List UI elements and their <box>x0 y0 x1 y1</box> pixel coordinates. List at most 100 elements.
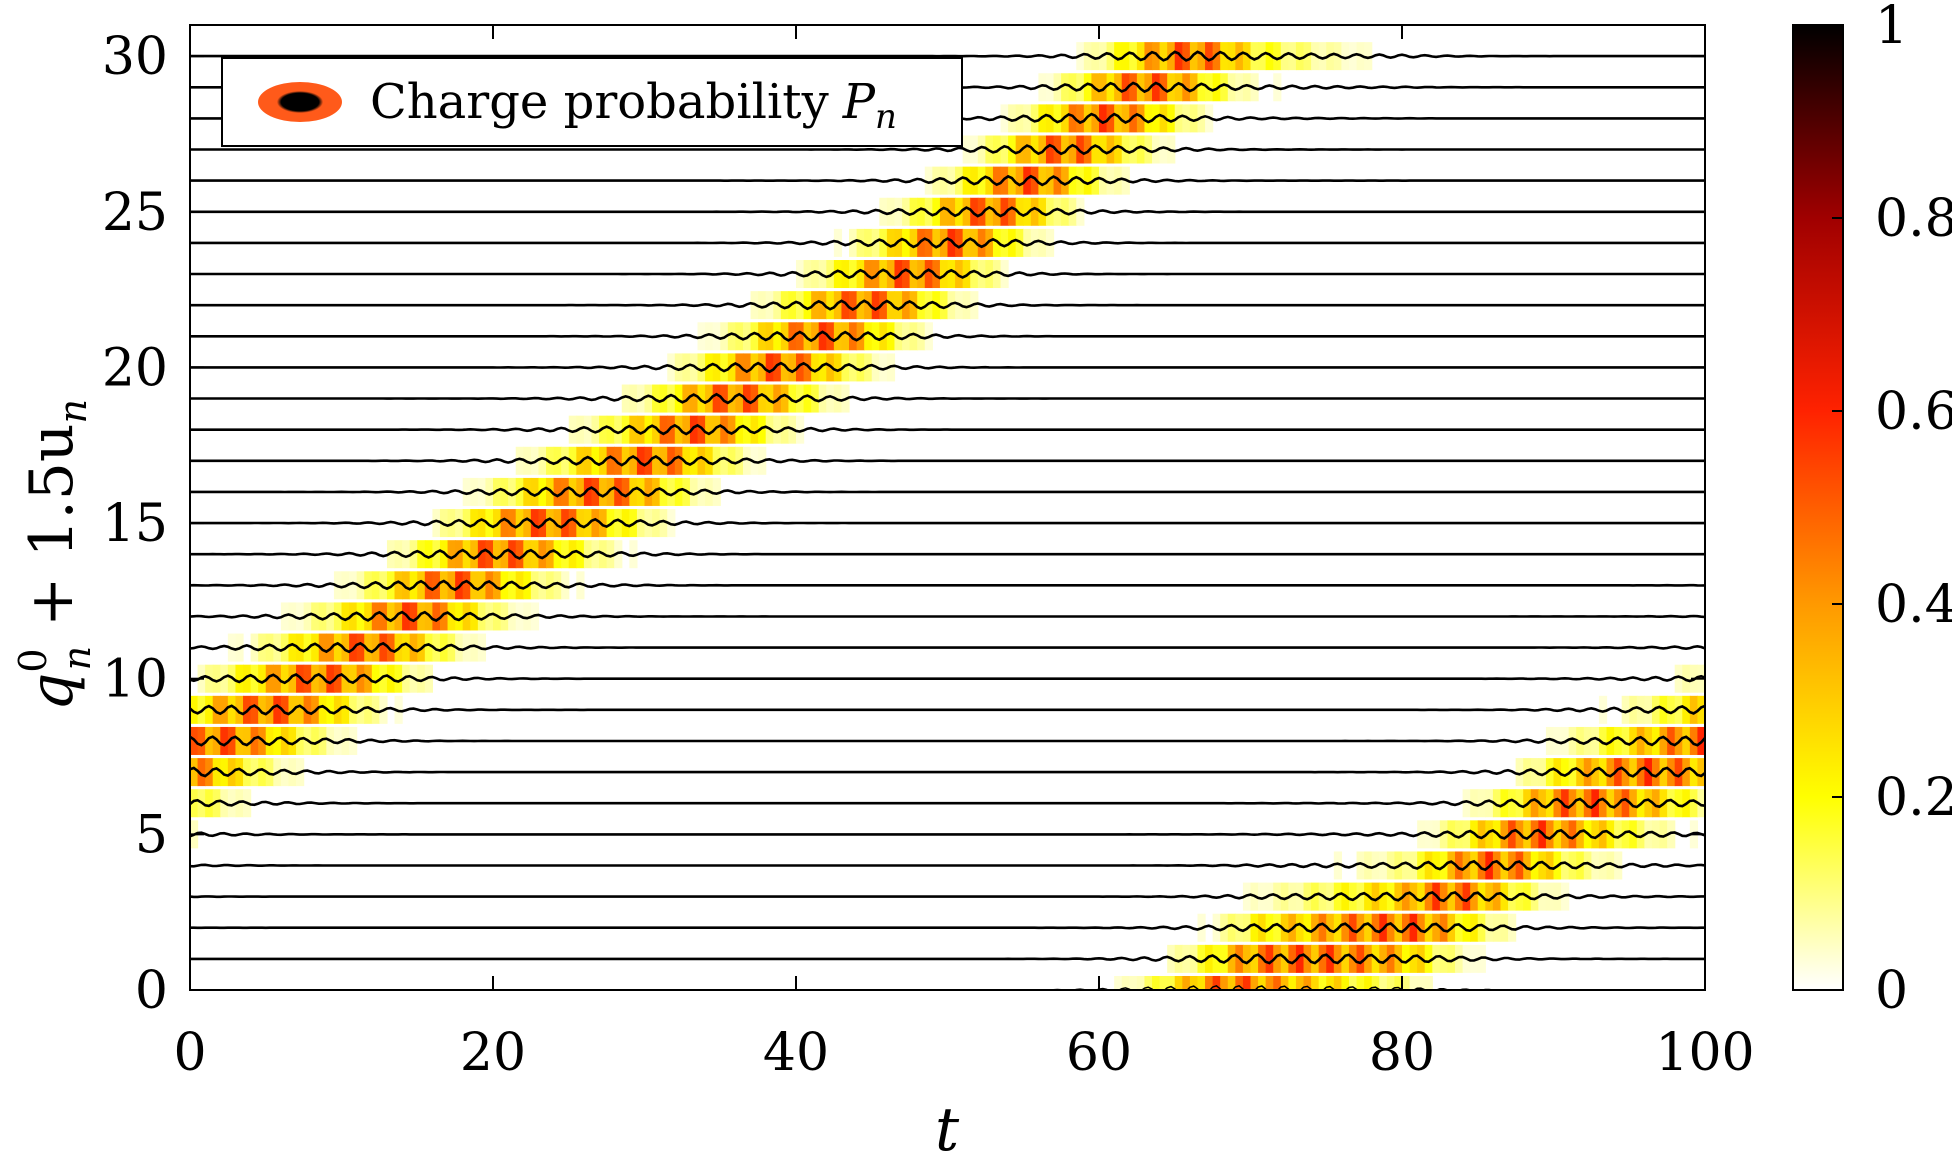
heat-cell <box>1591 820 1600 849</box>
heat-cell <box>1303 975 1312 990</box>
heat-cell <box>636 446 646 475</box>
heat-cell <box>758 291 767 320</box>
heat-cell <box>1008 166 1017 195</box>
heat-cell <box>250 695 259 724</box>
heat-cell <box>1326 882 1335 911</box>
heat-cell <box>1614 851 1623 880</box>
colorbar-tick-label: 1 <box>1875 0 1908 56</box>
heat-cell <box>1667 820 1676 849</box>
heat-cell <box>742 446 752 475</box>
heat-cell <box>1227 944 1236 973</box>
heat-cell <box>780 291 790 320</box>
heat-cell <box>356 571 365 600</box>
heat-cell <box>1152 975 1161 990</box>
heat-cell <box>1053 135 1062 164</box>
heat-cell <box>591 509 600 538</box>
heat-cell <box>705 353 714 382</box>
heat-cell <box>1144 975 1153 990</box>
heat-cell <box>1159 135 1168 164</box>
heat-cell <box>515 477 524 506</box>
heat-cell <box>1273 913 1282 942</box>
heat-cell <box>705 322 714 351</box>
heat-cell <box>1341 975 1350 990</box>
heat-cell <box>583 477 593 506</box>
heat-cell <box>568 509 577 538</box>
heat-cell <box>773 415 782 444</box>
heat-cell <box>1614 820 1623 849</box>
colorbar-tick-label: 0.8 <box>1875 189 1952 249</box>
heat-cell <box>1545 820 1555 849</box>
heat-cell <box>1561 789 1570 818</box>
heat-cell <box>1136 42 1146 71</box>
heat-cell <box>1061 73 1070 102</box>
heat-cell <box>1129 73 1138 102</box>
heat-cell <box>485 509 494 538</box>
x-tick-label: 40 <box>763 1023 829 1083</box>
heat-cell <box>500 509 509 538</box>
heat-cell <box>1674 664 1683 693</box>
heat-cell <box>1099 104 1108 133</box>
heat-cell <box>1348 975 1358 990</box>
heat-cell <box>1197 73 1206 102</box>
heat-cell <box>629 477 638 506</box>
heat-cell <box>811 384 820 413</box>
heat-cell <box>1674 789 1683 818</box>
heat-cell <box>1394 913 1403 942</box>
lattice-line <box>190 922 1705 934</box>
heat-cell <box>1591 726 1600 755</box>
heat-cell <box>1659 758 1668 787</box>
heat-cell <box>1644 789 1653 818</box>
heat-cell <box>538 446 547 475</box>
heat-cell <box>273 726 282 755</box>
heat-cell <box>1008 228 1017 257</box>
heat-cell <box>886 260 896 289</box>
heat-cell <box>576 477 585 506</box>
heat-cell <box>712 384 721 413</box>
heat-cell <box>1144 104 1153 133</box>
heat-cell <box>409 540 418 569</box>
heat-cell <box>1250 975 1259 990</box>
plot-frame <box>189 24 1706 991</box>
heat-cell <box>1439 882 1449 911</box>
heat-cell <box>318 726 327 755</box>
y-tick-label: 25 <box>102 183 168 243</box>
heat-cell <box>796 322 805 351</box>
heat-cell <box>243 726 252 755</box>
heat-cell <box>333 664 343 693</box>
heat-cell <box>432 509 441 538</box>
heat-cell <box>674 384 683 413</box>
heat-cell <box>652 477 661 506</box>
heat-cell <box>841 322 850 351</box>
heat-cell <box>424 633 433 662</box>
heat-cell <box>1295 944 1305 973</box>
heat-cell <box>970 197 979 226</box>
heat-cell <box>1167 104 1176 133</box>
heat-cell <box>455 602 464 631</box>
heat-cell <box>599 509 608 538</box>
heat-cell <box>697 477 706 506</box>
lattice-line <box>190 766 1705 778</box>
heat-cell <box>1606 789 1615 818</box>
heat-cell <box>1697 758 1705 787</box>
heat-cell <box>1492 882 1502 911</box>
heat-cell <box>349 602 358 631</box>
heat-cell <box>758 322 767 351</box>
heat-cell <box>886 322 896 351</box>
heat-cell <box>243 664 252 693</box>
heat-cell <box>697 446 706 475</box>
heat-cell <box>1273 944 1282 973</box>
heat-cell <box>1318 944 1327 973</box>
heat-cell <box>1530 820 1539 849</box>
lattice-line <box>190 704 1705 716</box>
heat-cell <box>333 726 343 755</box>
heat-cell <box>1379 944 1388 973</box>
heat-cell <box>303 664 312 693</box>
heat-cell <box>879 291 888 320</box>
y-tick-label: 30 <box>102 27 168 87</box>
heat-cell <box>1621 726 1630 755</box>
heat-cell <box>917 228 926 257</box>
heat-cell <box>318 602 327 631</box>
heat-cell <box>977 228 986 257</box>
heat-cell <box>742 353 752 382</box>
heat-cell <box>523 602 532 631</box>
